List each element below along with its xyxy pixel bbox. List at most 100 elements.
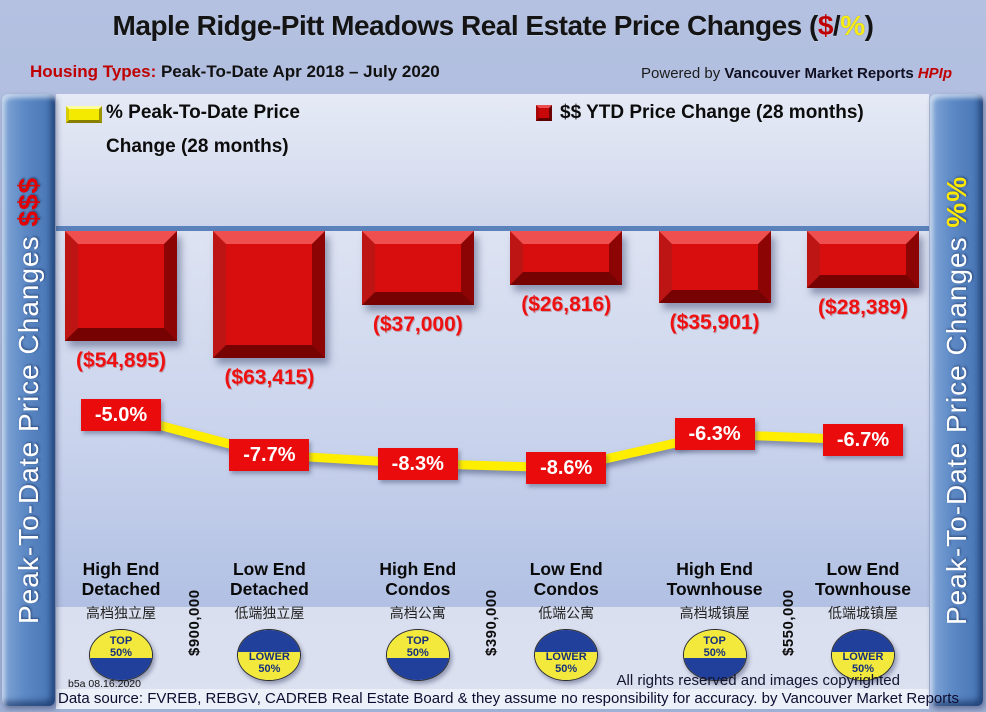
pct-value-box: -8.3% [377, 447, 458, 480]
badge-label: LOWER 50% [238, 651, 300, 676]
category-column: Low End Detached 低端独立屋 LOWER 50% [195, 559, 343, 681]
legend-percent-line1: % Peak-To-Date Price [106, 102, 300, 123]
pct-value-box: -6.3% [674, 418, 755, 451]
category-label-chinese: 高档独立屋 [86, 604, 156, 621]
category-label: High End Condos [344, 559, 492, 600]
ytd-bar-value: ($54,895) [76, 349, 166, 372]
copyright-note: All rights reserved and images copyright… [616, 672, 900, 689]
category-label-line2: Condos [385, 579, 451, 600]
category-column: Low End Condos 低端公寓 LOWER 50% [492, 559, 640, 681]
legend-percent-line2: Change (28 months) [106, 136, 289, 157]
category-label-line2: Detached [230, 579, 309, 600]
page-title: Maple Ridge-Pitt Meadows Real Estate Pri… [0, 10, 986, 42]
legend-label-dollar: $$ YTD Price Change (28 months) [560, 102, 864, 123]
housing-types-label: Housing Types: [30, 62, 157, 81]
price-threshold-label: $390,000 [483, 589, 500, 657]
ytd-bar-value: ($28,389) [818, 296, 908, 319]
category-label-line1: Low End [232, 559, 306, 579]
pct-value-box: -6.7% [823, 423, 903, 456]
legend-swatch-dollar-icon [536, 105, 552, 121]
badge-label-line1: TOP [703, 634, 726, 647]
category-label: Low End Townhouse [789, 559, 937, 600]
market-half-badge: TOP 50% [385, 628, 450, 681]
ytd-bar [510, 231, 623, 285]
data-source-note: Data source: FVREB, REBGV, CADREB Real E… [58, 690, 959, 707]
market-half-badge: TOP 50% [682, 628, 747, 681]
baseline-axis [56, 226, 929, 231]
category-column: Low End Townhouse 低端城镇屋 LOWER 50% [789, 559, 937, 681]
badge-label-line2: 50% [406, 646, 429, 659]
badge-top-half-icon [832, 629, 894, 652]
ytd-bar-value: ($63,415) [224, 366, 315, 389]
badge-bottom-half-icon [535, 651, 598, 680]
right-axis-percent-accent: %% [941, 175, 972, 228]
pct-value-box: -5.0% [81, 399, 161, 431]
ytd-bar-value: ($35,901) [669, 311, 760, 334]
badge-bottom-half-icon [238, 651, 301, 680]
badge-label-line1: LOWER [545, 650, 587, 663]
badge-label: TOP 50% [90, 635, 152, 660]
badge-label-line2: 50% [258, 663, 281, 676]
hpi-tag: HPIp [917, 65, 952, 82]
badge-label-line2: 50% [703, 646, 726, 659]
title-text: Maple Ridge-Pitt Meadows Real Estate Pri… [112, 10, 819, 41]
badge-label: TOP 50% [684, 635, 746, 660]
badge-label: TOP 50% [387, 635, 449, 660]
footer-strip [56, 689, 929, 709]
badge-top-half-icon [683, 629, 746, 658]
badge-bottom-half-icon [90, 657, 152, 680]
category-label-line1: Low End [826, 559, 900, 579]
powered-by: Powered by Vancouver Market Reports HPIp [641, 65, 952, 82]
category-column: High End Townhouse 高档城镇屋 TOP 50% [641, 559, 789, 681]
category-label-chinese: 高档公寓 [389, 604, 446, 621]
category-label: High End Detached [47, 559, 195, 600]
ytd-bar [213, 231, 326, 358]
category-label: High End Townhouse [641, 559, 789, 600]
badge-bottom-half-icon [683, 657, 746, 680]
pct-value-box: -7.7% [229, 438, 310, 471]
market-half-badge: LOWER 50% [534, 628, 599, 681]
badge-label-line1: LOWER [248, 650, 290, 663]
badge-top-half-icon [238, 629, 301, 652]
legend-swatch-percent-icon [66, 106, 102, 123]
ytd-bar [361, 231, 474, 305]
right-axis-label: Peak-To-Date Price Changes %% [930, 94, 983, 706]
category-label-line2: Townhouse [815, 579, 911, 600]
category-label: Low End Condos [492, 559, 640, 600]
badge-label-line2: 50% [109, 646, 133, 659]
title-dollar-symbol: $ [817, 10, 834, 41]
badge-bottom-half-icon [386, 657, 449, 680]
category-column: High End Detached 高档独立屋 TOP 50% [47, 559, 195, 681]
category-label-chinese: 高档城镇屋 [679, 604, 750, 621]
badge-label-line1: LOWER [842, 650, 884, 663]
market-half-badge: LOWER 50% [237, 628, 302, 681]
date-range-label: Peak-To-Date Apr 2018 – July 2020 [156, 62, 440, 81]
subtitle: Housing Types: Peak-To-Date Apr 2018 – J… [30, 62, 440, 82]
right-axis-bar: Peak-To-Date Price Changes %% [930, 94, 983, 706]
badge-label-line1: TOP [406, 634, 429, 647]
powered-prefix: Powered by [641, 65, 725, 82]
badge-label-line1: TOP [109, 634, 133, 647]
category-label: Low End Detached [195, 559, 343, 600]
category-label-line1: High End [676, 559, 753, 579]
category-label-line2: Condos [533, 579, 599, 600]
category-label-chinese: 低端城镇屋 [828, 604, 898, 621]
pct-value-box: -8.6% [526, 451, 607, 484]
ytd-bar-value: ($37,000) [372, 313, 463, 336]
category-label-line1: High End [379, 559, 457, 579]
ytd-bar [65, 231, 177, 341]
version-stamp: b5a 08.16.2020 [68, 678, 141, 690]
legend-label-percent: % Peak-To-Date Price Change (28 months) [106, 96, 300, 164]
badge-label: LOWER 50% [535, 651, 597, 676]
title-slash: / [832, 10, 841, 41]
legend-panel [56, 94, 929, 226]
ytd-bar [658, 231, 771, 303]
left-axis-bar: Peak-To-Date Price Changes $$$ [2, 94, 55, 706]
badge-top-half-icon [90, 629, 152, 658]
badge-label: LOWER 50% [832, 651, 894, 676]
badge-top-half-icon [386, 629, 449, 658]
category-label-line2: Detached [81, 579, 161, 600]
left-axis-text: Peak-To-Date Price Changes [13, 226, 44, 624]
badge-label-line2: 50% [555, 663, 578, 676]
